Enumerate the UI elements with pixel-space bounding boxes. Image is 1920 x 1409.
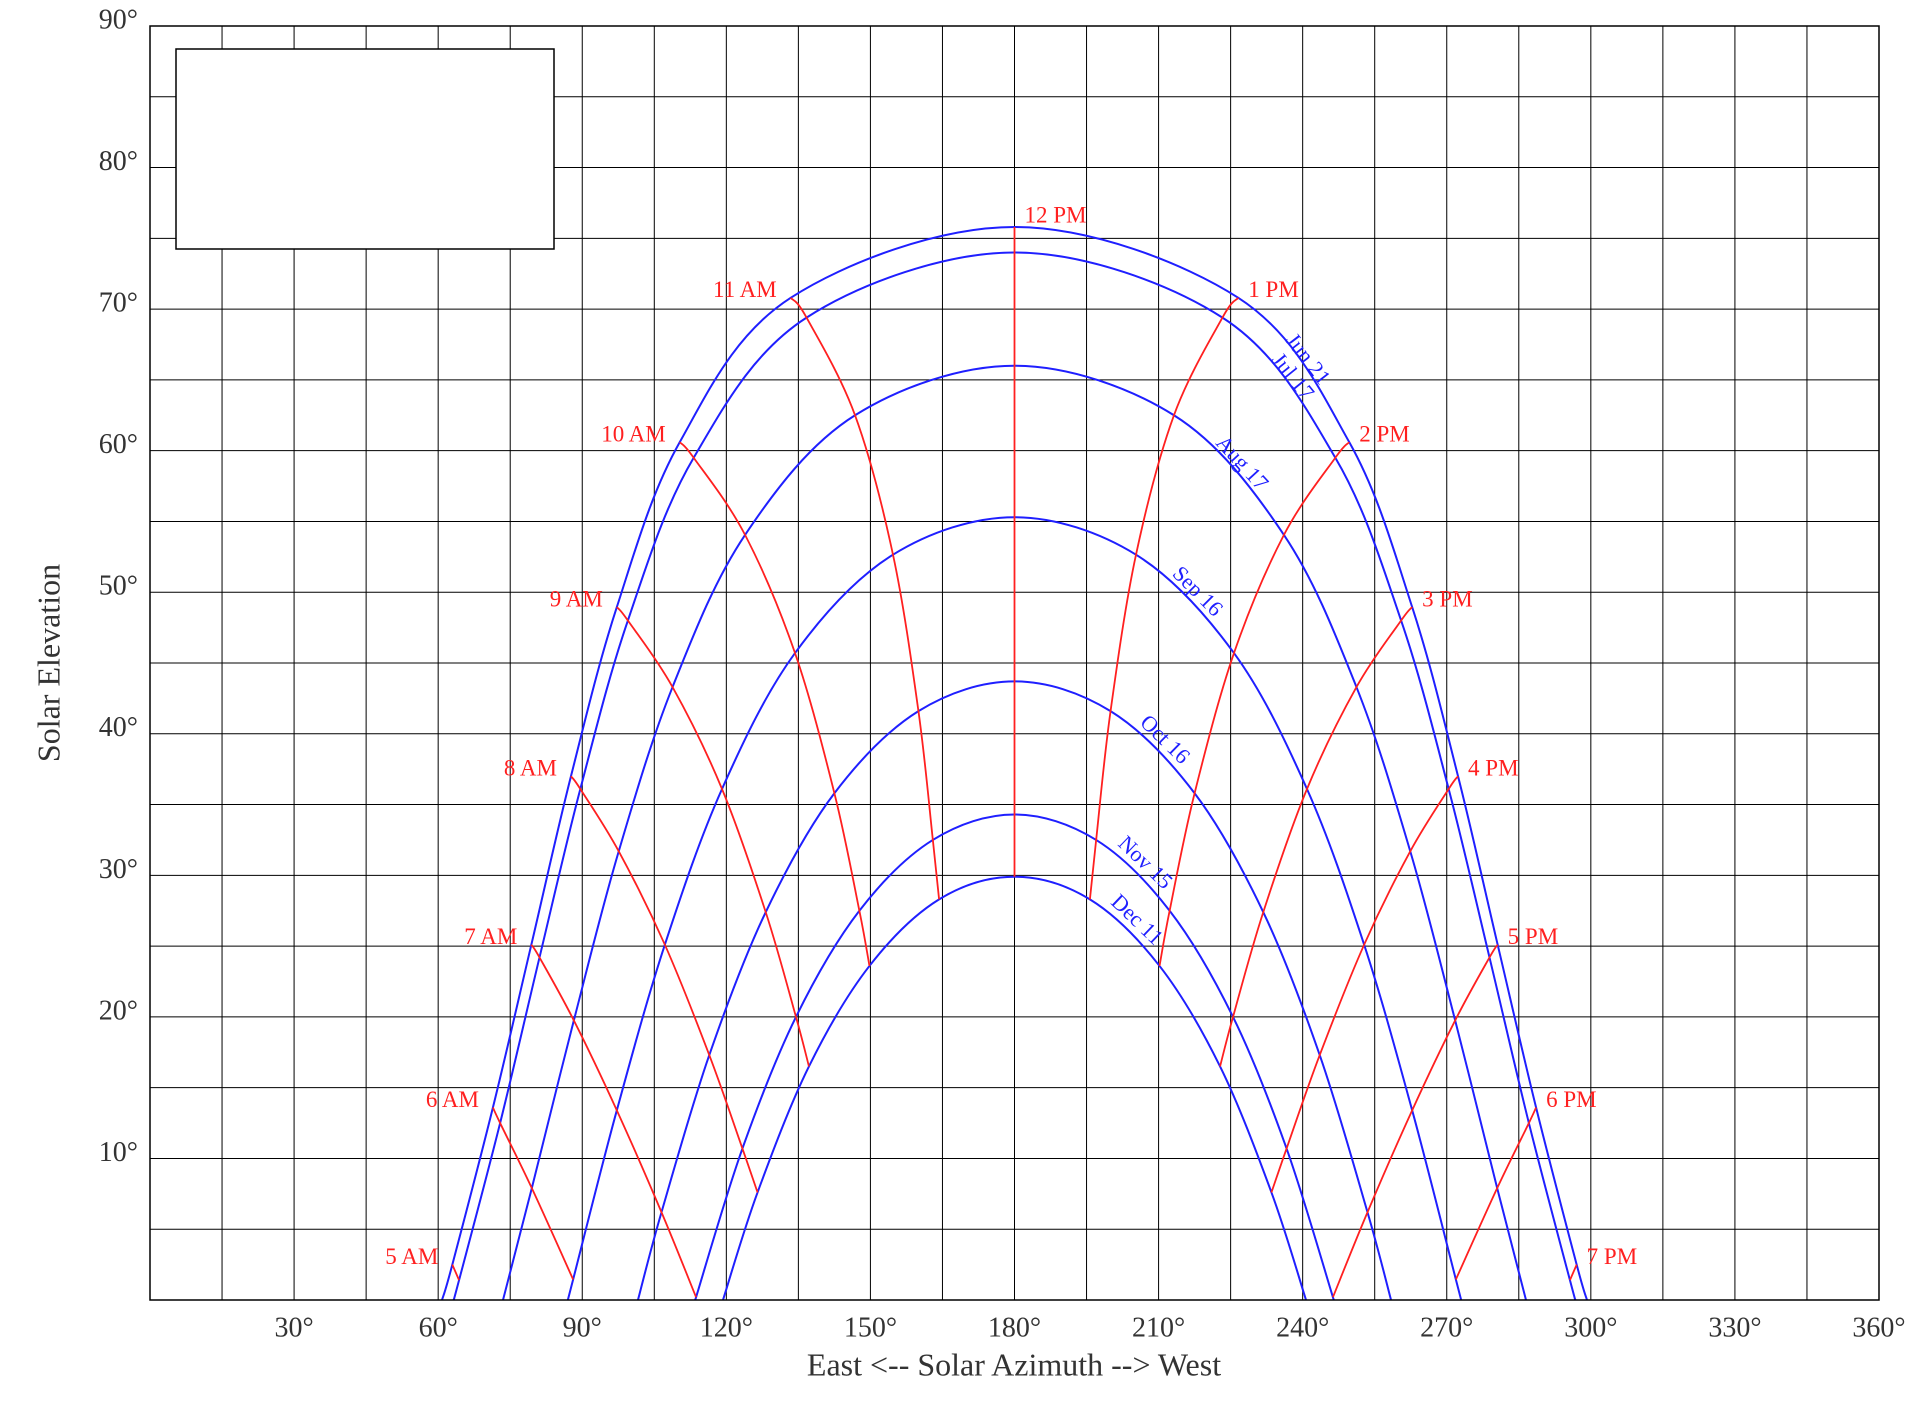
hour-line bbox=[789, 297, 940, 900]
hour-line bbox=[1219, 606, 1413, 1067]
x-tick-label: 60° bbox=[419, 1312, 458, 1343]
hour-line bbox=[1158, 441, 1350, 967]
y-tick-label: 60° bbox=[99, 429, 138, 460]
hour-line bbox=[1270, 775, 1459, 1193]
hour-label: 8 AM bbox=[504, 756, 557, 781]
x-tick-label: 270° bbox=[1420, 1312, 1473, 1343]
x-tick-label: 330° bbox=[1708, 1312, 1761, 1343]
y-tick-label: 20° bbox=[99, 995, 138, 1026]
hour-label: 1 PM bbox=[1248, 277, 1299, 302]
hour-label: 7 AM bbox=[464, 924, 517, 949]
hour-label: 6 PM bbox=[1546, 1087, 1597, 1112]
hour-label: 3 PM bbox=[1422, 586, 1473, 611]
hour-line bbox=[1332, 944, 1499, 1298]
x-tick-label: 120° bbox=[700, 1312, 753, 1343]
y-tick-label: 40° bbox=[99, 712, 138, 743]
x-tick-label: 210° bbox=[1132, 1312, 1185, 1343]
x-tick-label: 180° bbox=[988, 1312, 1041, 1343]
hour-label: 7 PM bbox=[1587, 1244, 1638, 1269]
y-tick-label: 30° bbox=[99, 854, 138, 885]
hour-line bbox=[492, 1107, 574, 1280]
hour-line bbox=[616, 606, 810, 1067]
hour-label: 12 PM bbox=[1025, 202, 1087, 227]
hour-label: 2 PM bbox=[1359, 421, 1410, 446]
hour-label: 10 AM bbox=[601, 421, 666, 446]
y-tick-label: 90° bbox=[99, 4, 138, 35]
y-axis-title: Solar Elevation bbox=[30, 564, 66, 762]
sun-path-curve bbox=[722, 875, 1307, 1300]
hour-line bbox=[530, 944, 697, 1298]
hour-line bbox=[451, 1264, 460, 1281]
hour-line bbox=[1455, 1107, 1537, 1280]
grid bbox=[150, 25, 1880, 1300]
hour-label: 9 AM bbox=[550, 586, 603, 611]
hour-label: 5 PM bbox=[1508, 924, 1559, 949]
hour-line bbox=[679, 441, 871, 967]
info-box bbox=[175, 48, 555, 250]
hour-line bbox=[1569, 1264, 1578, 1281]
hour-label: 6 AM bbox=[426, 1087, 479, 1112]
x-tick-label: 30° bbox=[274, 1312, 313, 1343]
hour-line bbox=[1089, 297, 1240, 900]
y-tick-label: 70° bbox=[99, 288, 138, 319]
hour-label: 5 AM bbox=[385, 1244, 438, 1269]
x-tick-label: 240° bbox=[1276, 1312, 1329, 1343]
y-tick-label: 80° bbox=[99, 146, 138, 177]
x-tick-label: 360° bbox=[1852, 1312, 1905, 1343]
x-tick-label: 150° bbox=[844, 1312, 897, 1343]
x-tick-label: 90° bbox=[563, 1312, 602, 1343]
y-tick-label: 50° bbox=[99, 571, 138, 602]
y-tick-label: 10° bbox=[99, 1137, 138, 1168]
x-axis-title: East <-- Solar Azimuth --> West bbox=[807, 1346, 1221, 1382]
hour-label: 11 AM bbox=[713, 277, 777, 302]
hour-label: 4 PM bbox=[1468, 756, 1519, 781]
plot-frame bbox=[149, 25, 1880, 1301]
hour-line bbox=[570, 775, 759, 1193]
plot-area bbox=[441, 226, 1588, 1300]
x-tick-label: 300° bbox=[1564, 1312, 1617, 1343]
